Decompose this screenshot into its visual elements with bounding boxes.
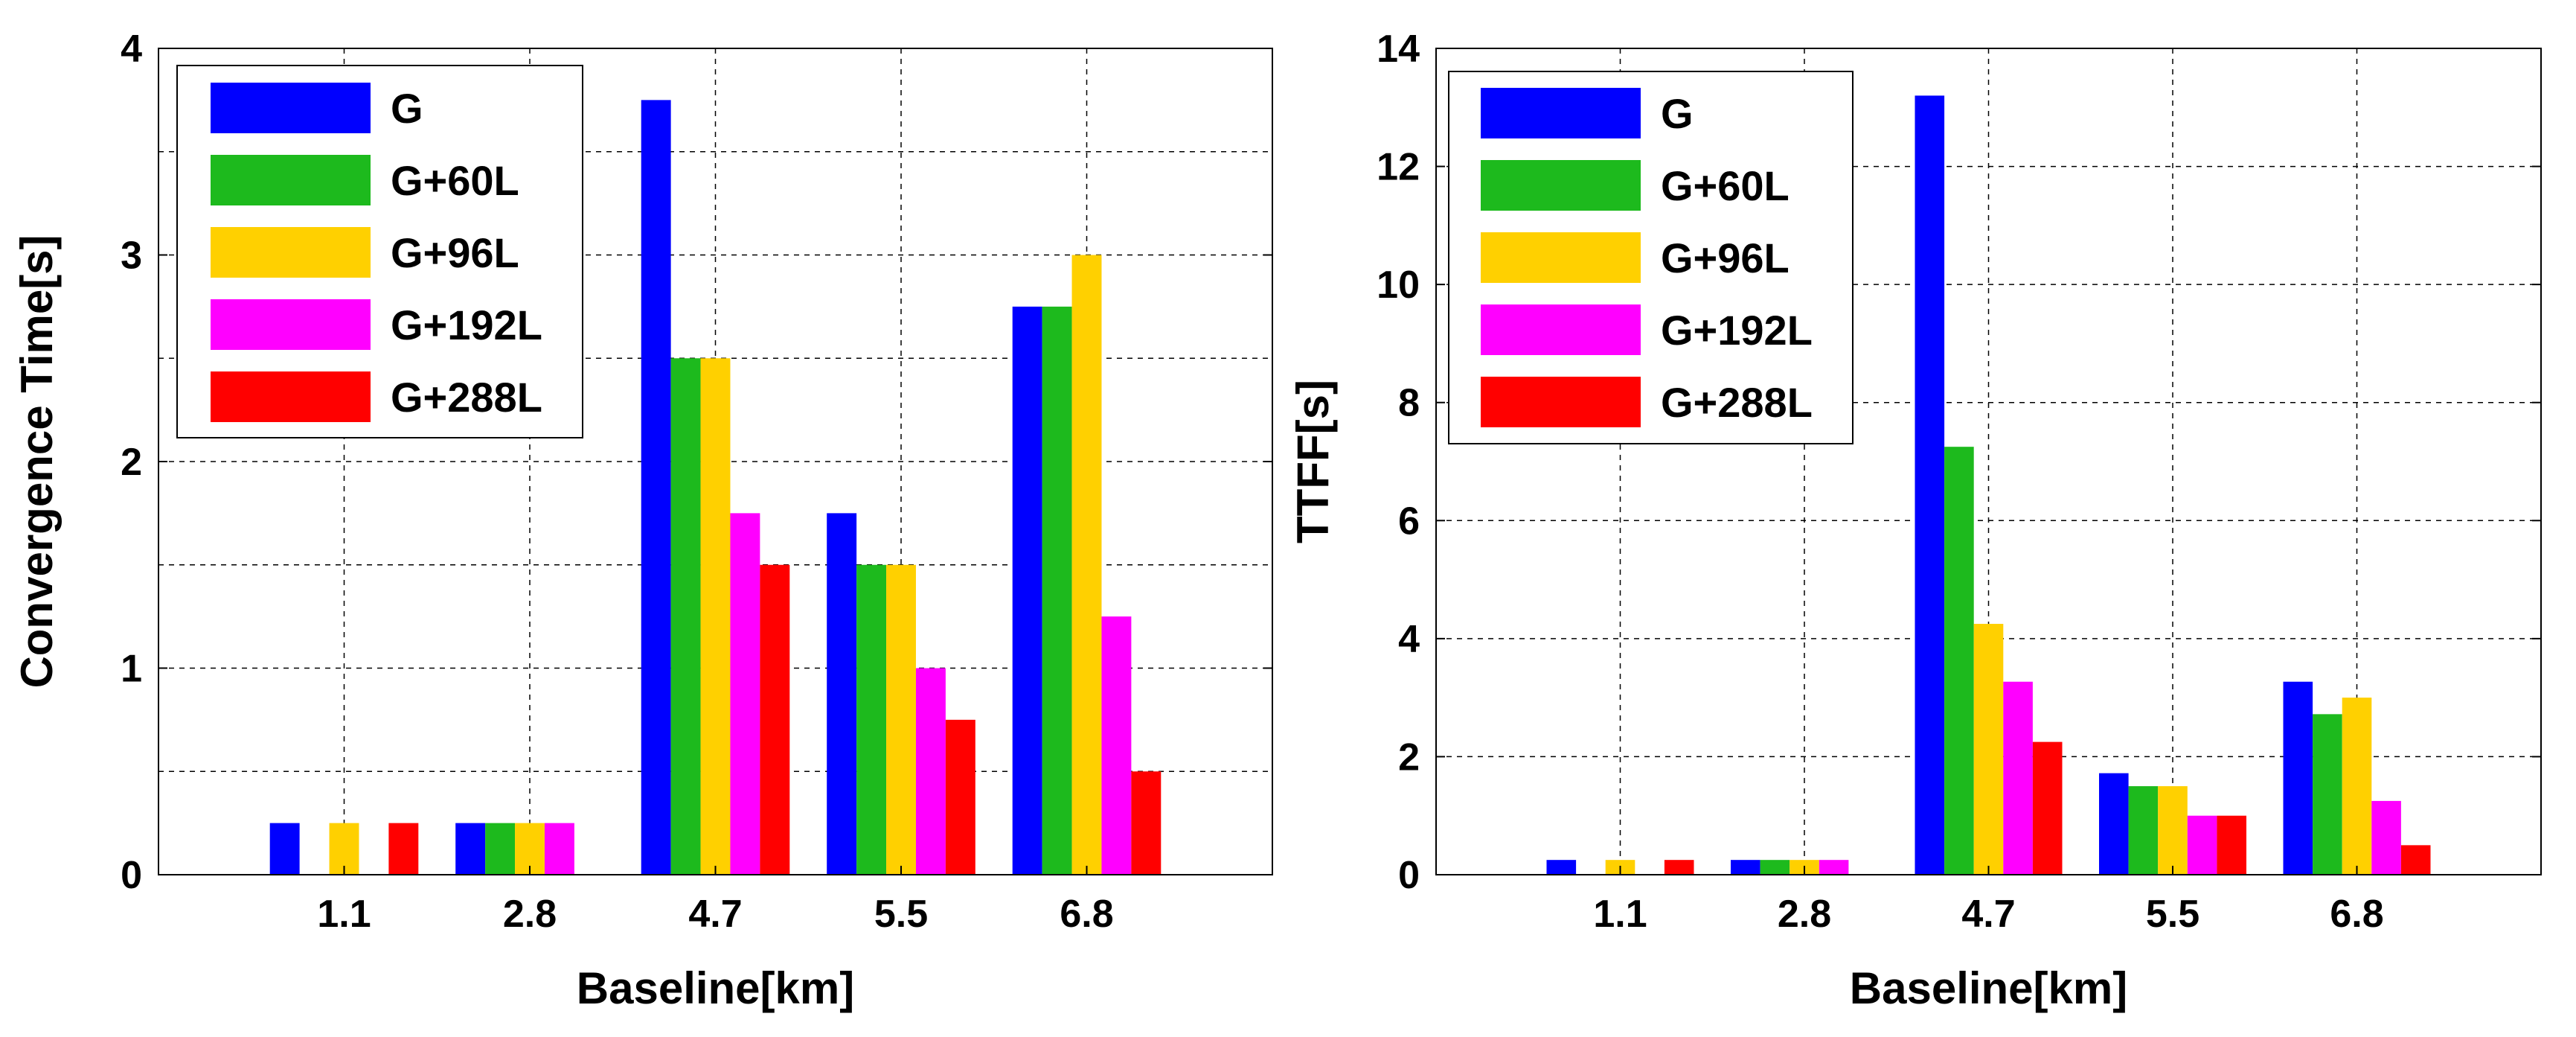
convergence-y-tick-label: 3: [121, 234, 142, 278]
convergence-bar-gplus-288l-1.1: [388, 823, 419, 875]
convergence-bar-gplus-192l-4.7: [730, 513, 760, 875]
ttff-legend-label: G+96L: [1661, 234, 1790, 281]
ttff-legend-swatch: [1481, 377, 1641, 427]
ttff-legend-swatch: [1481, 304, 1641, 355]
convergence-y-tick-label: 4: [121, 28, 142, 71]
convergence-bar-g-2.8: [455, 823, 486, 875]
convergence-legend-label: G+288L: [391, 374, 542, 421]
convergence-legend-label: G+192L: [391, 301, 542, 348]
ttff-bar-gplus-192l-5.5: [2187, 815, 2217, 875]
convergence-legend-swatch: [211, 83, 371, 133]
ttff-legend-label: G+192L: [1661, 307, 1813, 354]
ttff-y-tick-label: 14: [1377, 28, 1420, 71]
ttff-x-tick-label: 1.1: [1593, 893, 1647, 936]
ttff-bar-g-5.5: [2099, 773, 2129, 875]
convergence-bar-gplus-60l-6.8: [1042, 306, 1072, 875]
ttff-y-tick-label: 10: [1377, 264, 1420, 307]
ttff-bar-gplus-60l-2.8: [1760, 860, 1790, 875]
convergence-bar-gplus-192l-6.8: [1101, 616, 1132, 875]
convergence-bar-g-1.1: [269, 823, 300, 875]
convergence-bar-g-5.5: [827, 513, 857, 875]
ttff-legend-swatch: [1481, 232, 1641, 283]
ttff-y-tick-label: 8: [1398, 382, 1420, 425]
convergence-bar-gplus-96l-5.5: [886, 564, 916, 875]
ttff-bar-gplus-192l-4.7: [2003, 681, 2033, 875]
ttff-legend-swatch: [1481, 160, 1641, 211]
ttff-bar-gplus-288l-5.5: [2217, 815, 2246, 875]
convergence-legend-swatch: [211, 299, 371, 350]
ttff-legend-swatch: [1481, 88, 1641, 138]
ttff-y-tick-label: 0: [1398, 854, 1420, 897]
convergence-time-chart: 0 1 2 3 4 1.1 2.8 4.7 5.5 6.8 Baseline[km] Converge…: [12, 28, 1273, 1013]
ttff-x-tick-label: 2.8: [1778, 893, 1831, 936]
ttff-bar-gplus-288l-1.1: [1664, 860, 1694, 875]
ttff-y-tick-label: 6: [1398, 500, 1420, 543]
convergence-legend-label: G+60L: [391, 157, 519, 204]
ttff-x-tick-label: 5.5: [2146, 893, 2199, 936]
ttff-bar-gplus-96l-6.8: [2342, 698, 2372, 875]
convergence-bar-gplus-96l-6.8: [1071, 255, 1102, 875]
ttff-y-axis-label: TTFF[s]: [1288, 380, 1338, 543]
convergence-y-tick-label: 1: [121, 648, 142, 691]
convergence-bar-gplus-288l-4.7: [760, 564, 790, 875]
ttff-x-tick-label: 4.7: [1961, 893, 2015, 936]
convergence-legend-label: G+96L: [391, 229, 519, 276]
convergence-bar-g-6.8: [1012, 306, 1042, 875]
ttff-bar-gplus-60l-6.8: [2313, 714, 2342, 875]
convergence-y-tick-label: 0: [121, 854, 142, 897]
convergence-bar-gplus-60l-4.7: [670, 358, 701, 875]
ttff-bar-g-2.8: [1731, 860, 1760, 875]
ttff-bar-g-6.8: [2283, 681, 2313, 875]
convergence-x-tick-label: 5.5: [874, 893, 928, 936]
convergence-x-tick-label: 1.1: [317, 893, 371, 936]
ttff-bar-gplus-192l-6.8: [2371, 800, 2401, 875]
convergence-y-tick-label: 2: [121, 441, 142, 484]
convergence-legend-swatch: [211, 371, 371, 422]
convergence-x-tick-label: 4.7: [688, 893, 742, 936]
ttff-bar-gplus-192l-2.8: [1819, 860, 1849, 875]
ttff-legend-label: G+60L: [1661, 162, 1790, 209]
ttff-bar-gplus-60l-5.5: [2128, 786, 2159, 875]
ttff-y-tick-label: 4: [1398, 618, 1420, 661]
convergence-y-axis-label: Convergence Time[s]: [12, 234, 62, 688]
convergence-bar-gplus-288l-5.5: [945, 719, 975, 875]
ttff-bar-gplus-288l-4.7: [2032, 741, 2063, 875]
convergence-bar-gplus-192l-5.5: [915, 668, 946, 875]
ttff-bar-gplus-96l-4.7: [1973, 624, 2004, 875]
convergence-x-tick-label: 6.8: [1060, 893, 1113, 936]
ttff-bar-g-4.7: [1915, 95, 1945, 875]
convergence-bar-gplus-60l-5.5: [856, 564, 887, 875]
ttff-chart: 0 2 4 6 8 10 12 14 1.1 2.8 4.7 5.5 6.8 Baseline[km] TT…: [1288, 28, 2542, 1013]
convergence-bar-gplus-96l-4.7: [700, 358, 731, 875]
ttff-bar-g-1.1: [1546, 860, 1577, 875]
convergence-bar-gplus-288l-6.8: [1131, 771, 1162, 875]
convergence-bar-gplus-192l-2.8: [544, 823, 574, 875]
convergence-bar-g-4.7: [641, 100, 671, 875]
convergence-legend-swatch: [211, 227, 371, 278]
convergence-x-axis-label: Baseline[km]: [577, 963, 854, 1013]
convergence-bar-gplus-60l-2.8: [485, 823, 516, 875]
ttff-legend: G G+60L G+96L G+192L G+288L: [1448, 71, 1853, 444]
ttff-x-axis-label: Baseline[km]: [1850, 963, 2127, 1013]
ttff-legend-label: G: [1661, 90, 1694, 137]
ttff-y-tick-label: 12: [1377, 146, 1420, 189]
convergence-legend-label: G: [391, 85, 423, 132]
convergence-x-tick-label: 2.8: [503, 893, 557, 936]
ttff-bar-gplus-60l-4.7: [1944, 447, 1974, 875]
ttff-x-tick-label: 6.8: [2330, 893, 2383, 936]
ttff-y-tick-label: 2: [1398, 736, 1420, 779]
ttff-bar-gplus-288l-6.8: [2400, 845, 2431, 875]
ttff-legend-label: G+288L: [1661, 379, 1813, 426]
convergence-legend-swatch: [211, 155, 371, 205]
ttff-bar-gplus-96l-5.5: [2158, 786, 2188, 875]
convergence-legend: G G+60L G+96L G+192L G+288L: [176, 65, 583, 438]
